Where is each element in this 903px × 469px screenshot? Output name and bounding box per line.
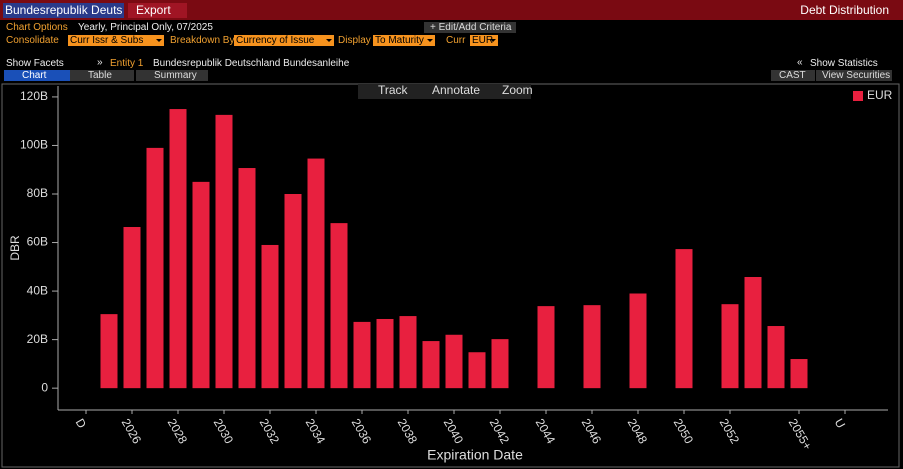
bar bbox=[583, 305, 601, 389]
bar bbox=[192, 181, 210, 389]
view-securities-button[interactable]: View Securities bbox=[816, 70, 892, 81]
function-title: Debt Distribution bbox=[800, 3, 889, 17]
y-tick-label: 0 bbox=[41, 380, 48, 394]
x-tick-label: 2046 bbox=[579, 416, 605, 446]
x-tick-label: 2034 bbox=[303, 416, 329, 446]
x-tick-label: 2048 bbox=[625, 416, 651, 446]
cast-button[interactable]: CAST bbox=[771, 70, 815, 81]
x-axis-title: Expiration Date bbox=[427, 447, 523, 463]
y-tick-label: 40B bbox=[27, 283, 48, 297]
bar bbox=[537, 306, 555, 389]
x-tick-label: 2026 bbox=[119, 416, 145, 446]
bar bbox=[721, 304, 739, 389]
export-menu[interactable]: Export bbox=[128, 3, 187, 18]
consolidate-label: Consolidate bbox=[6, 35, 59, 46]
bar bbox=[399, 316, 417, 389]
x-tick-label: 2044 bbox=[533, 416, 559, 446]
bar bbox=[284, 194, 302, 389]
bar bbox=[675, 249, 693, 389]
legend-label: EUR bbox=[867, 88, 893, 102]
breakdown-field[interactable]: Currency of Issue bbox=[234, 35, 334, 46]
bar bbox=[330, 223, 348, 389]
bar bbox=[629, 293, 647, 389]
bar bbox=[767, 326, 785, 389]
track-tool[interactable]: Track bbox=[378, 83, 409, 97]
curr-label: Curr bbox=[446, 35, 466, 46]
bar bbox=[422, 341, 440, 389]
x-tick-label: 2052 bbox=[717, 416, 743, 446]
bar bbox=[376, 318, 394, 389]
x-tick-label: 2032 bbox=[257, 416, 283, 446]
display-label: Display bbox=[338, 35, 371, 46]
y-tick-label: 60B bbox=[27, 235, 48, 249]
tool-bar bbox=[358, 84, 531, 99]
x-tick-label: 2050 bbox=[671, 416, 697, 446]
stats-arrow[interactable]: « bbox=[797, 57, 803, 68]
bar bbox=[100, 314, 118, 389]
y-axis-title: DBR bbox=[8, 235, 22, 261]
show-facets[interactable]: Show Facets bbox=[6, 58, 64, 69]
y-tick-label: 100B bbox=[20, 138, 48, 152]
x-tick-label: 2028 bbox=[165, 416, 191, 446]
y-tick-label: 120B bbox=[20, 89, 48, 103]
y-tick-label: 80B bbox=[27, 186, 48, 200]
facets-arrow[interactable]: » bbox=[97, 57, 103, 68]
bar bbox=[123, 227, 141, 389]
curr-field[interactable]: EUR bbox=[470, 35, 498, 46]
bar bbox=[790, 359, 808, 389]
zoom-tool[interactable]: Zoom bbox=[502, 83, 533, 97]
bar bbox=[307, 158, 325, 389]
edit-criteria-button[interactable]: + Edit/Add Criteria bbox=[424, 22, 516, 33]
x-tick-label: D bbox=[73, 416, 90, 431]
x-tick-label: 2042 bbox=[487, 416, 513, 446]
bar bbox=[146, 147, 164, 389]
bar bbox=[261, 244, 279, 389]
x-tick-label: 2038 bbox=[395, 416, 421, 446]
bar bbox=[215, 114, 233, 389]
entity-name: Bundesrepublik Deutschland Bundesanleihe bbox=[153, 58, 350, 69]
y-tick-label: 20B bbox=[27, 332, 48, 346]
x-tick-label: 2036 bbox=[349, 416, 375, 446]
consolidate-field[interactable]: Curr Issr & Subs bbox=[68, 35, 164, 46]
x-tick-label: U bbox=[832, 416, 848, 431]
x-tick-label: 2055+ bbox=[786, 416, 815, 452]
annotate-tool[interactable]: Annotate bbox=[432, 83, 480, 97]
bar bbox=[744, 277, 762, 389]
x-tick-label: 2040 bbox=[441, 416, 467, 446]
breakdown-label: Breakdown By bbox=[170, 35, 235, 46]
bar bbox=[445, 334, 463, 389]
table-tab[interactable]: Table bbox=[70, 70, 134, 81]
show-statistics[interactable]: Show Statistics bbox=[810, 58, 878, 69]
bar bbox=[353, 321, 371, 389]
bar bbox=[238, 168, 256, 389]
bar bbox=[169, 109, 187, 389]
security-input[interactable]: Bundesrepublik Deuts bbox=[3, 3, 125, 18]
x-tick-label: 2030 bbox=[211, 416, 237, 446]
chart-options-value: Yearly, Principal Only, 07/2025 bbox=[78, 22, 213, 33]
bar bbox=[491, 339, 509, 389]
chart-tab[interactable]: Chart bbox=[4, 70, 70, 81]
legend-swatch bbox=[853, 91, 863, 101]
title-bar bbox=[0, 0, 903, 20]
chart-options-label[interactable]: Chart Options bbox=[6, 22, 68, 33]
display-field[interactable]: To Maturity bbox=[373, 35, 435, 46]
summary-tab[interactable]: Summary bbox=[136, 70, 208, 81]
bar bbox=[468, 352, 486, 389]
entity-label: Entity 1 bbox=[110, 58, 144, 69]
